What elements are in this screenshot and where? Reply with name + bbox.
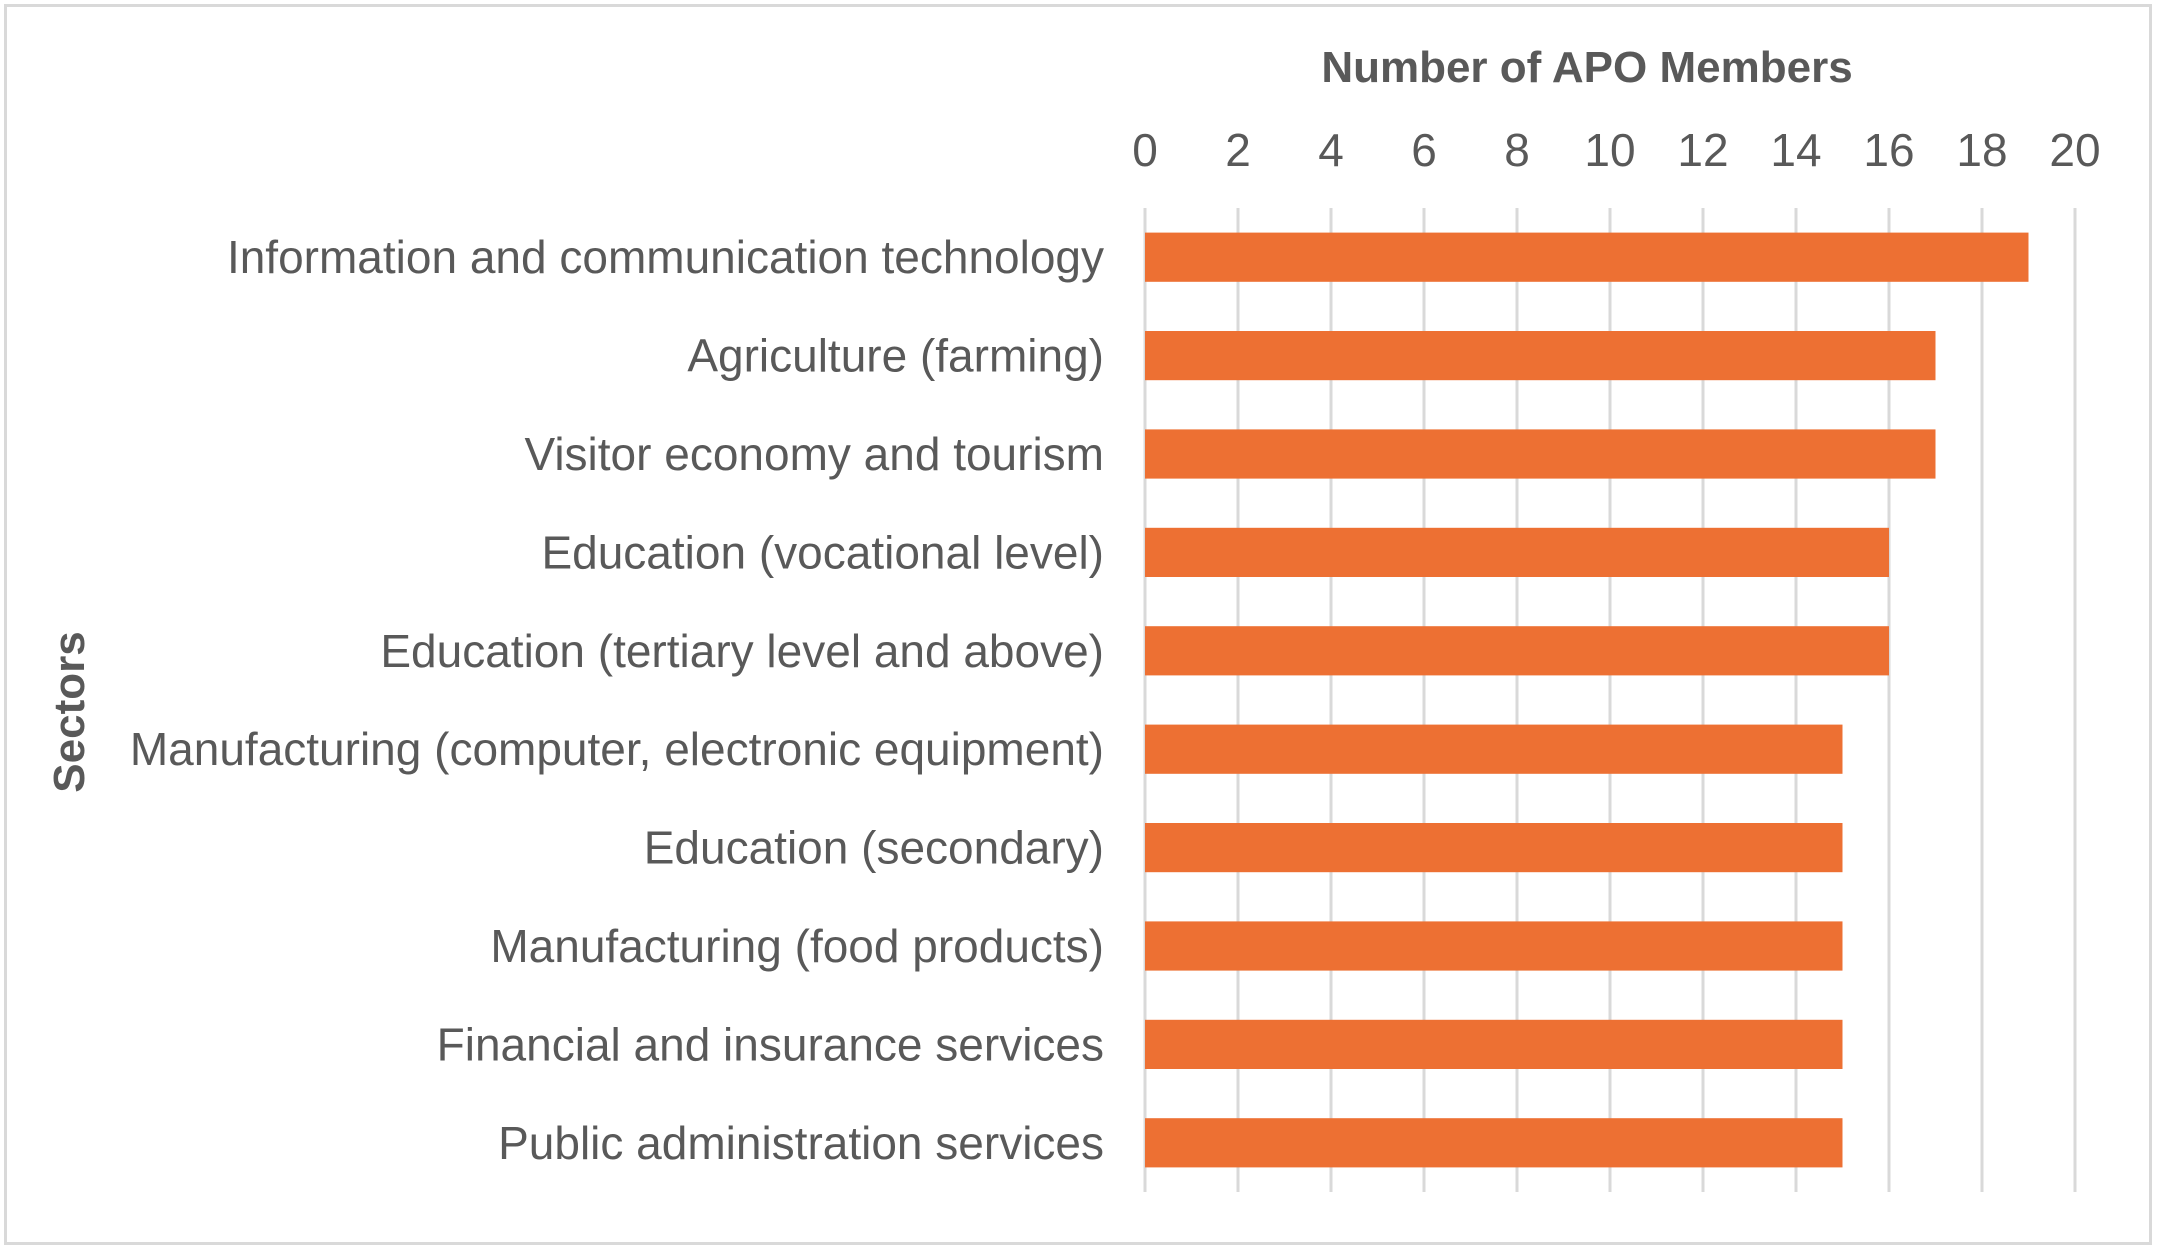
- x-tick-label: 4: [1318, 124, 1344, 176]
- category-label: Manufacturing (food products): [490, 920, 1104, 972]
- category-label: Education (secondary): [644, 822, 1104, 874]
- bar: [1145, 331, 1936, 381]
- bar: [1145, 823, 1843, 873]
- category-labels: Information and communication technology…: [130, 231, 1104, 1169]
- bar: [1145, 724, 1843, 774]
- x-tick-label: 0: [1132, 124, 1158, 176]
- bar: [1145, 921, 1843, 971]
- category-label: Information and communication technology: [227, 231, 1104, 283]
- x-tick-label: 20: [2049, 124, 2100, 176]
- category-label: Education (tertiary level and above): [380, 625, 1104, 677]
- bar: [1145, 1118, 1843, 1168]
- category-label: Manufacturing (computer, electronic equi…: [130, 723, 1104, 775]
- x-tick-label: 18: [1956, 124, 2007, 176]
- x-tick-label: 16: [1863, 124, 1914, 176]
- x-tick-label: 6: [1411, 124, 1437, 176]
- category-label: Visitor economy and tourism: [524, 428, 1104, 480]
- x-tick-label: 14: [1770, 124, 1821, 176]
- bar: [1145, 527, 1889, 577]
- x-tick-label: 12: [1677, 124, 1728, 176]
- bar: [1145, 626, 1889, 676]
- x-tick-labels: 0 2 4 6 8 10 12 14 16 18 20: [1132, 124, 2100, 176]
- y-axis-title: Sectors: [45, 631, 94, 792]
- category-label: Financial and insurance services: [437, 1018, 1104, 1070]
- x-tick-label: 10: [1584, 124, 1635, 176]
- x-tick-label: 2: [1225, 124, 1251, 176]
- category-label: Agriculture (farming): [687, 330, 1104, 382]
- bar: [1145, 232, 2029, 282]
- x-tick-label: 8: [1504, 124, 1530, 176]
- category-label: Education (vocational level): [541, 526, 1104, 578]
- category-label: Public administration services: [498, 1117, 1104, 1169]
- bars: [1145, 232, 2029, 1168]
- x-axis-title: Number of APO Members: [1321, 43, 1852, 92]
- bar: [1145, 429, 1936, 479]
- bar: [1145, 1019, 1843, 1069]
